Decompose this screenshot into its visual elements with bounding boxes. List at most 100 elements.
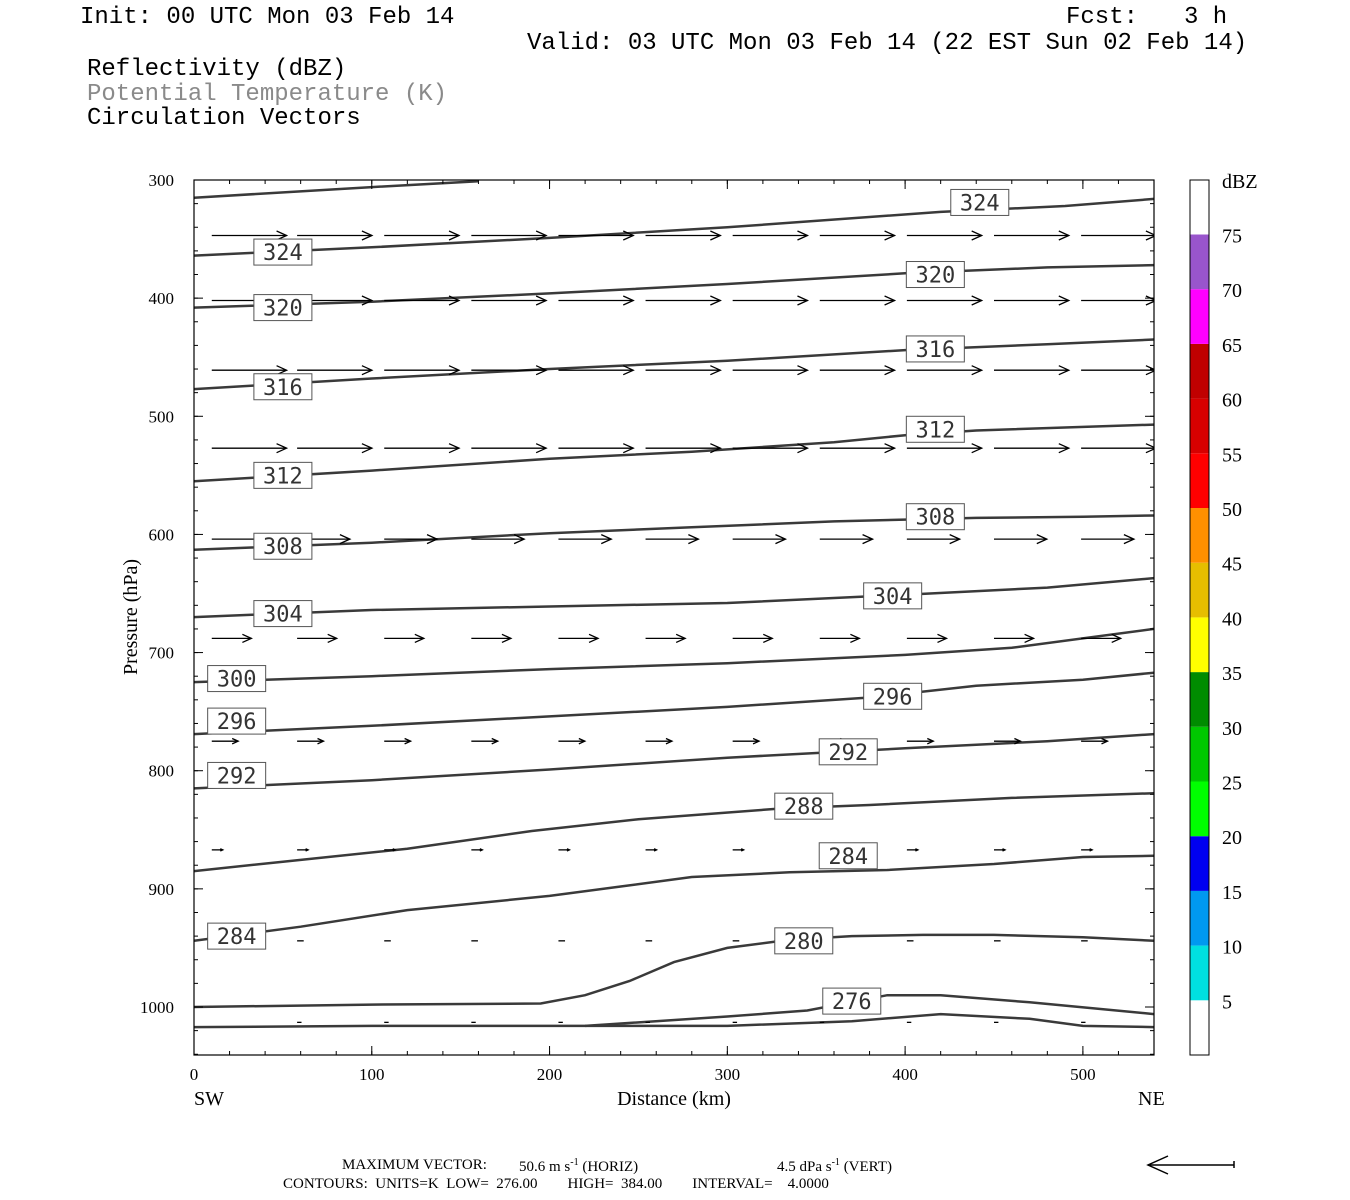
wind-vector-head	[1024, 633, 1036, 644]
contour-line	[194, 263, 1154, 309]
contour-label-box	[253, 238, 313, 266]
wind-vector-head	[797, 230, 810, 241]
wind-vector-head	[710, 295, 722, 306]
wind-vector-head	[1219, 366, 1229, 375]
wind-vector-head	[448, 230, 461, 241]
colorbar-label: 40	[1222, 608, 1242, 630]
wind-vector-head	[317, 737, 326, 745]
y-tick-label: 600	[149, 525, 175, 544]
wind-vector-head	[339, 534, 352, 545]
contour-label: 296	[873, 685, 913, 710]
contour-label: 316	[263, 376, 303, 401]
colorbar: 5 10 15 20 25 30 35 40 45 50 55 60 65 70 75	[1189, 179, 1242, 1056]
colorbar-swatch	[1190, 234, 1209, 290]
wind-vector-head	[622, 443, 635, 454]
contour-label-box	[863, 582, 923, 610]
contour-label: 292	[217, 764, 257, 789]
contour-label: 276	[832, 990, 872, 1015]
wind-vector-head	[1145, 295, 1154, 306]
wind-vector-head	[276, 230, 289, 241]
wind-vector-head	[448, 295, 461, 306]
contour-labels: 2762802842842882922922962963003043043083…	[207, 188, 1010, 1015]
wind-vector-head	[242, 633, 253, 644]
contour-line	[194, 671, 1154, 736]
maximum-vector-vert: 4.5 dPa s-1 (VERT)	[777, 1157, 892, 1175]
contour-label: 324	[960, 191, 1000, 216]
contour-lines	[194, 180, 1154, 1029]
contour-label: 304	[873, 585, 913, 610]
wind-vector-head	[501, 633, 513, 644]
valid-time: Valid: 03 UTC Mon 03 Feb 14 (22 EST Sun …	[527, 30, 1248, 57]
contour-label: 308	[263, 535, 303, 560]
y-tick-label: 400	[149, 289, 175, 308]
plot-frame	[193, 179, 1155, 1056]
wind-vector-head	[797, 365, 810, 376]
contour-label-box	[818, 842, 878, 870]
contour-label: 320	[915, 264, 955, 289]
contour-label: 312	[263, 464, 303, 489]
wind-vector-head	[665, 737, 674, 745]
contour-label-box	[253, 373, 313, 401]
wind-vector-head	[622, 230, 635, 241]
colorbar-label: 35	[1222, 663, 1242, 685]
field-potential-temperature: Potential Temperature (K)	[87, 81, 448, 108]
x-tick-label: 300	[715, 1065, 741, 1084]
wind-vector-head	[448, 365, 461, 376]
forecast-label: Fcst:	[1066, 4, 1139, 31]
colorbar-label: 30	[1222, 718, 1242, 740]
contour-label: 324	[263, 241, 303, 266]
x-left-endpoint-label: SW	[194, 1088, 224, 1110]
wind-vector-head	[622, 295, 635, 306]
wind-vector-head	[884, 365, 897, 376]
colorbar-swatch	[1190, 781, 1209, 837]
colorbar-swatch	[1190, 1000, 1209, 1055]
x-axis-label: Distance (km)	[617, 1088, 731, 1110]
colorbar-swatch	[1190, 453, 1209, 508]
wind-vector-head	[675, 633, 687, 644]
wind-vector-head	[276, 443, 289, 454]
wind-vector-head	[710, 443, 722, 454]
contour-label-box	[905, 415, 965, 443]
contour-label-box	[863, 682, 923, 710]
wind-vector-head	[305, 848, 310, 852]
wind-vector-head	[752, 737, 761, 745]
contour-label: 284	[217, 925, 257, 950]
contour-label-box	[905, 261, 965, 289]
wind-vector-head	[1123, 534, 1136, 545]
contour-line	[194, 791, 1154, 873]
wind-vector-head	[797, 295, 810, 306]
colorbar-label: 5	[1222, 991, 1232, 1013]
contour-label: 312	[915, 418, 955, 443]
colorbar-swatch	[1190, 180, 1209, 235]
x-tick-label: 400	[892, 1065, 918, 1084]
wind-vector-head	[915, 848, 920, 852]
wind-vector-head	[220, 848, 225, 852]
wind-vector-head	[1145, 230, 1154, 241]
wind-vector-head	[361, 295, 374, 306]
wind-vector-head	[361, 443, 374, 454]
wind-vector-head	[884, 443, 897, 454]
contour-line	[194, 933, 1154, 1009]
wind-vector-head	[588, 633, 600, 644]
wind-vector-head	[622, 365, 635, 376]
wind-vector-head	[775, 534, 788, 545]
wind-vector-head	[1014, 737, 1022, 745]
colorbar-label: 70	[1222, 280, 1242, 302]
contour-line	[194, 338, 1154, 391]
contour-label: 320	[263, 297, 303, 322]
wind-vector-head	[927, 737, 935, 745]
maximum-vector-horiz: 50.6 m s-1 (HORIZ)	[519, 1157, 639, 1175]
colorbar-title: dBZ	[1222, 171, 1258, 193]
colorbar-swatch	[1190, 672, 1209, 727]
circulation-vectors	[211, 230, 1229, 1024]
wind-vector-head	[1145, 365, 1154, 376]
colorbar-swatch	[1190, 945, 1209, 1001]
contour-label-box	[207, 707, 267, 735]
wind-vector-head	[1058, 295, 1071, 306]
wind-vector-head	[426, 534, 439, 545]
contour-label: 304	[263, 603, 303, 628]
contour-label-box	[207, 665, 267, 693]
y-tick-label: 800	[149, 762, 175, 781]
contour-label-box	[905, 335, 965, 363]
wind-vector-head	[535, 230, 548, 241]
